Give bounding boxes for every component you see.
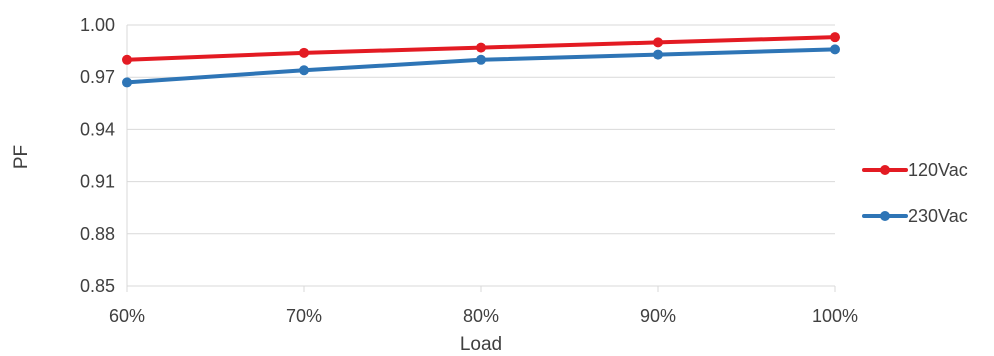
y-tick-label: 1.00 bbox=[80, 15, 115, 35]
data-point-230Vac bbox=[299, 65, 309, 76]
legend-marker bbox=[880, 211, 890, 221]
legend-item-120Vac: 120Vac bbox=[862, 160, 968, 180]
y-tick-label: 0.94 bbox=[80, 119, 115, 139]
data-point-120Vac bbox=[653, 37, 663, 48]
data-point-230Vac bbox=[653, 49, 663, 60]
x-tick-label: 90% bbox=[640, 306, 676, 326]
gridlines bbox=[126, 24, 836, 292]
series-layer bbox=[122, 32, 840, 88]
data-point-120Vac bbox=[830, 32, 840, 43]
data-point-230Vac bbox=[830, 44, 840, 55]
x-tick-labels: 60% 70% 80% 90% 100% bbox=[109, 306, 858, 326]
y-axis-title: PF bbox=[11, 145, 32, 169]
y-tick-label: 0.91 bbox=[80, 172, 115, 192]
x-tick-label: 80% bbox=[463, 306, 499, 326]
legend: 120Vac 230Vac bbox=[862, 160, 968, 226]
legend-marker bbox=[880, 165, 890, 175]
data-point-120Vac bbox=[476, 42, 486, 53]
y-tick-label: 0.88 bbox=[80, 224, 115, 244]
x-tick-label: 100% bbox=[812, 306, 858, 326]
series-230Vac bbox=[122, 44, 840, 88]
legend-item-230Vac: 230Vac bbox=[862, 206, 968, 226]
x-tick-label: 70% bbox=[286, 306, 322, 326]
y-tick-label: 0.97 bbox=[80, 67, 115, 87]
data-point-230Vac bbox=[122, 77, 132, 88]
x-axis-title: Load bbox=[460, 334, 502, 355]
x-tick-label: 60% bbox=[109, 306, 145, 326]
legend-label: 230Vac bbox=[908, 206, 968, 226]
y-tick-labels: 0.85 0.88 0.91 0.94 0.97 1.00 bbox=[80, 15, 115, 296]
data-point-230Vac bbox=[476, 54, 486, 65]
data-point-120Vac bbox=[299, 47, 309, 58]
series-120Vac bbox=[122, 32, 840, 65]
legend-label: 120Vac bbox=[908, 160, 968, 180]
y-tick-label: 0.85 bbox=[80, 276, 115, 296]
data-point-120Vac bbox=[122, 54, 132, 65]
